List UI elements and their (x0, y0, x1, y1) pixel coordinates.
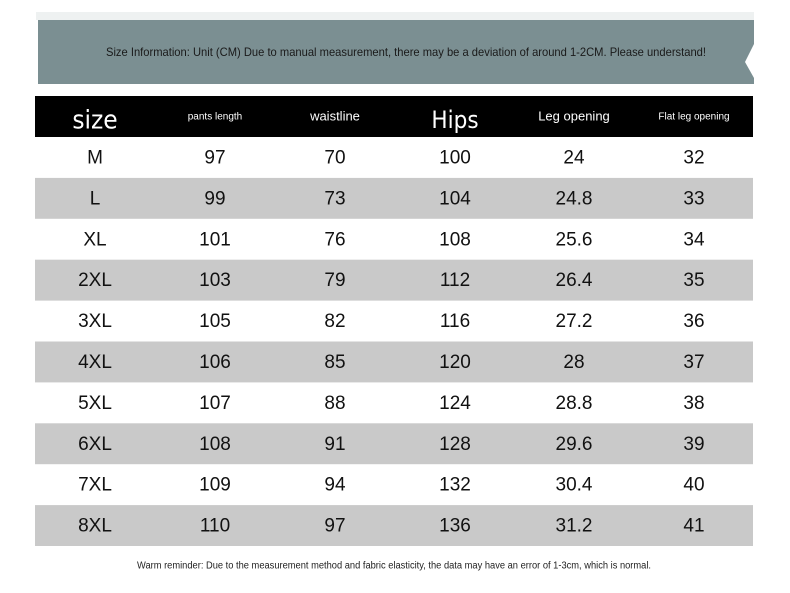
column-header: waistline (309, 108, 360, 123)
cell: 82 (324, 311, 345, 332)
banner-shadow (36, 12, 754, 20)
cell: 100 (439, 147, 471, 168)
cell: 85 (324, 352, 345, 373)
table: size pants length waistline Hips Leg opening… (35, 106, 753, 546)
size-label: 4XL (78, 352, 112, 373)
row-stripe (35, 259, 753, 301)
cell: 24.8 (556, 188, 593, 209)
header-row (35, 96, 753, 137)
size-label: M (87, 147, 103, 168)
cell: 97 (324, 516, 345, 537)
cell: 33 (683, 188, 704, 209)
column-header: size (72, 106, 117, 136)
column-header: Hips (431, 106, 478, 134)
cell: 76 (324, 229, 345, 250)
cell: 97 (204, 147, 225, 168)
row-stripe (35, 177, 753, 219)
cell: 29.6 (556, 434, 593, 455)
cell: 38 (683, 393, 704, 414)
size-label: 3XL (78, 311, 112, 332)
cell: 26.4 (556, 270, 593, 291)
cell: 79 (324, 270, 345, 291)
cell: 25.6 (556, 229, 593, 250)
cell: 99 (204, 188, 225, 209)
cell: 28 (563, 352, 584, 373)
row-stripe (35, 505, 753, 546)
cell: 110 (200, 516, 230, 537)
size-label: 2XL (78, 270, 112, 291)
footer-note: Warm reminder: Due to the measurement me… (137, 561, 651, 572)
row-stripe (35, 423, 753, 465)
cell: 103 (199, 270, 231, 291)
size-label: 7XL (78, 475, 112, 496)
cell: 108 (439, 229, 471, 250)
size-label: L (90, 188, 101, 209)
size-label: 6XL (78, 434, 112, 455)
size-label: 5XL (78, 393, 112, 414)
cell: 35 (683, 270, 704, 291)
cell: 37 (683, 352, 704, 373)
row-stripe (35, 341, 753, 383)
cell: 39 (683, 434, 704, 455)
cell: 32 (683, 147, 704, 168)
cell: 124 (439, 393, 471, 414)
cell: 105 (199, 311, 231, 332)
cell: 91 (324, 434, 345, 455)
cell: 30.4 (556, 475, 593, 496)
cell: 109 (199, 475, 231, 496)
cell: 34 (683, 229, 705, 250)
cell: 31.2 (556, 516, 593, 537)
cell: 136 (439, 516, 471, 537)
cell: 70 (324, 147, 345, 168)
cell: 36 (683, 311, 704, 332)
cell: 40 (683, 475, 704, 496)
cell: 73 (324, 188, 345, 209)
cell: 132 (439, 475, 471, 496)
cell: 107 (199, 393, 231, 414)
cell: 116 (440, 311, 470, 332)
cell: 41 (683, 516, 704, 537)
banner-text: Size Information: Unit (CM) Due to manua… (106, 45, 706, 59)
cell: 120 (439, 352, 471, 373)
cell: 112 (440, 270, 470, 291)
cell: 88 (324, 393, 345, 414)
column-header: Leg opening (538, 108, 610, 123)
cell: 128 (439, 434, 471, 455)
column-header: Flat leg opening (658, 112, 729, 123)
size-label: 8XL (78, 516, 112, 537)
cell: 106 (199, 352, 231, 373)
cell: 101 (199, 229, 231, 250)
size-label: XL (83, 229, 106, 250)
cell: 108 (199, 434, 231, 455)
cell: 24 (563, 147, 585, 168)
cell: 104 (439, 188, 471, 209)
cell: 27.2 (556, 311, 593, 332)
banner (38, 20, 754, 84)
column-header: pants length (188, 112, 243, 123)
cell: 94 (324, 475, 346, 496)
cell: 28.8 (556, 393, 593, 414)
